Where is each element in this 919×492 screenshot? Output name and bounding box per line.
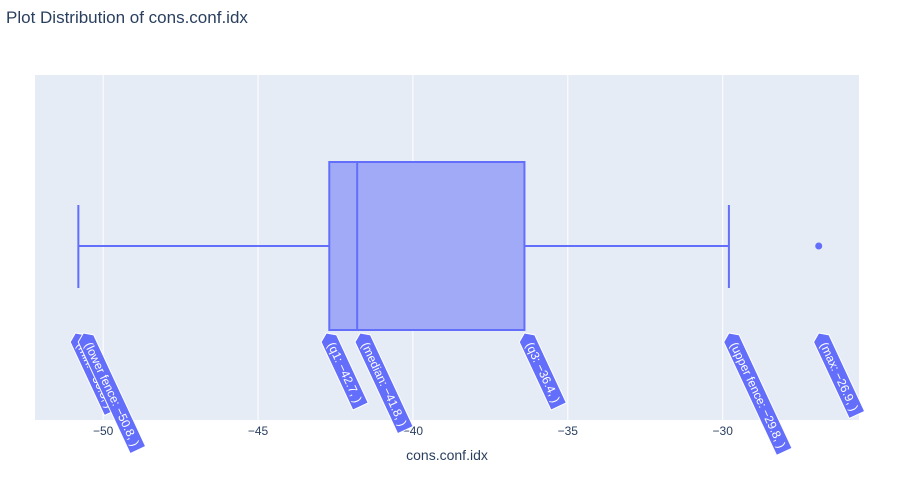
hover-label-bg	[320, 332, 369, 411]
x-tick-label: −50	[93, 424, 114, 438]
hover-label-bg	[77, 332, 147, 455]
x-tick-label: −35	[558, 424, 579, 438]
iqr-box	[328, 161, 526, 331]
x-tick-label: −45	[248, 424, 269, 438]
hover-label-bg	[723, 332, 793, 457]
x-axis-title: cons.conf.idx	[406, 447, 488, 463]
box-trace[interactable]	[77, 161, 823, 331]
chart-title: Plot Distribution of cons.conf.idx	[6, 8, 248, 27]
hover-label-bg	[812, 332, 866, 420]
hover-label-bg	[518, 332, 568, 411]
outlier-point	[815, 242, 823, 250]
hover-label-bg	[354, 332, 414, 435]
x-tick-label: −30	[713, 424, 734, 438]
